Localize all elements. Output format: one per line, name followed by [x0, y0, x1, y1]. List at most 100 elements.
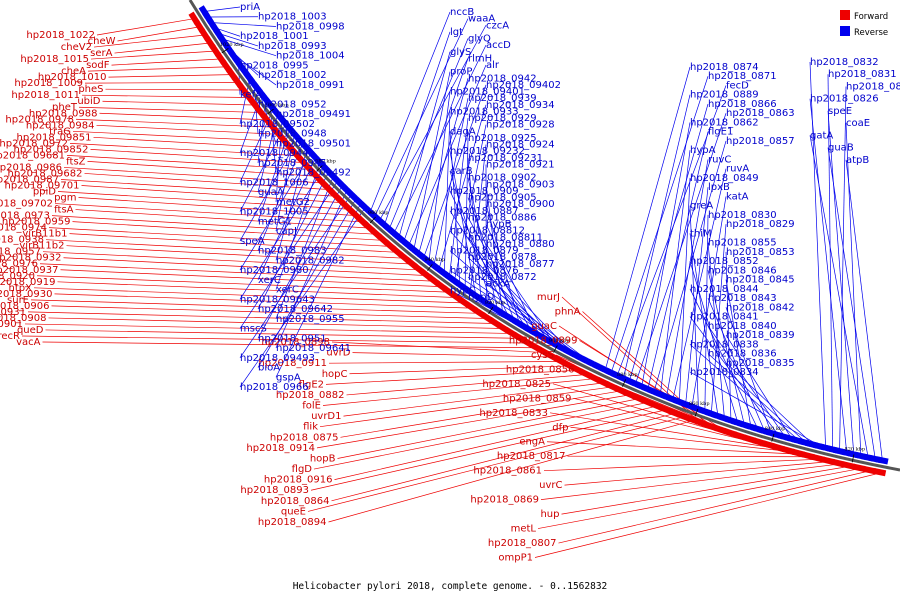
reverse-gene-label: hp2018_0845: [726, 275, 795, 286]
leader-line: [96, 18, 194, 36]
leader-line: [534, 472, 880, 558]
leader-line: [403, 58, 469, 241]
leader-line: [725, 307, 772, 433]
reverse-gene-label: hp2018_08811: [468, 232, 543, 243]
legend-reverse-label: Reverse: [854, 28, 888, 38]
kbp-tick-mark: [771, 433, 775, 442]
reverse-gene-label: hp2018_08812: [450, 226, 525, 237]
forward-gene-label: hp2018_0859: [503, 393, 572, 404]
leader-line: [707, 270, 745, 424]
kbp-tick-mark: [221, 48, 229, 54]
leader-line: [605, 66, 691, 370]
reverse-gene-label: capJ: [276, 226, 297, 237]
leader-line: [66, 245, 411, 265]
reverse-gene-label: hp2018_0829: [726, 219, 795, 230]
kbp-tick-label: 900 kbp: [549, 338, 570, 344]
reverse-gene-label: hypC: [450, 285, 476, 296]
leader-line: [114, 42, 210, 54]
reverse-gene-label: hypD: [468, 292, 495, 303]
leader-line: [24, 323, 511, 334]
reverse-gene-label: hp2018_1004: [276, 51, 345, 62]
forward-gene-label: sodF: [86, 60, 110, 71]
leader-line: [809, 135, 869, 457]
reverse-gene-label: hp2018_0902: [468, 173, 537, 184]
reverse-gene-label: nccB: [450, 7, 474, 18]
forward-gene-label: hp2018_0856: [506, 364, 575, 375]
forward-gene-label: dfp: [552, 422, 568, 433]
kbp-tick-label: 980 kbp: [315, 159, 336, 165]
leader-line: [660, 150, 691, 394]
forward-gene-label: hp2018_1011: [11, 90, 80, 101]
reverse-gene-label: hp2018_0874: [690, 62, 759, 73]
leader-line: [239, 206, 367, 388]
forward-gene-label: cheA: [61, 66, 86, 77]
leader-line: [84, 81, 237, 84]
reverse-gene-label: hp2018_0863: [726, 108, 795, 119]
reverse-gene-label: gspA: [276, 372, 301, 383]
leader-line: [707, 325, 785, 437]
leader-line: [234, 55, 277, 86]
reverse-gene-label: lpxB: [708, 182, 730, 193]
forward-gene-label: virB11b1: [22, 229, 67, 240]
leader-line: [549, 412, 779, 450]
forward-gene-feature: [742, 434, 757, 444]
kbp-tick-label: 1020 kbp: [220, 42, 244, 48]
leader-line: [428, 91, 451, 261]
forward-gene-feature: [811, 453, 825, 463]
reverse-gene-label: hp2018_0857: [726, 136, 795, 147]
reverse-gene-label: alr: [486, 60, 500, 71]
reverse-gene-label: hp2018_0900: [486, 199, 555, 210]
forward-gene-feature: [762, 440, 776, 450]
leader-line: [275, 147, 308, 261]
leader-line: [467, 256, 565, 349]
forward-gene-label: uvrD: [326, 348, 350, 359]
reverse-gene-label: fecD: [726, 80, 749, 91]
leader-line: [689, 371, 819, 446]
leader-line: [672, 168, 727, 399]
forward-gene-label: hp2018_0882: [276, 390, 345, 401]
leader-line: [346, 374, 586, 396]
forward-gene-label: hp2018_0919: [0, 277, 56, 288]
leader-line: [257, 184, 344, 339]
reverse-gene-label: hp2018_0983: [258, 246, 327, 257]
forward-gene-label: hp2018_09852: [14, 144, 89, 155]
reverse-gene-feature: [875, 456, 889, 465]
forward-gene-label: hp2018_0957: [0, 247, 41, 258]
forward-gene-feature: [852, 463, 866, 473]
forward-gene-label: hp2018_0976: [0, 259, 38, 270]
reverse-gene-label: hp2018_09643: [240, 294, 315, 305]
leader-line: [418, 78, 469, 253]
reverse-gene-label: hp2018_09642: [258, 304, 333, 315]
forward-gene-label: hp2018_1022: [26, 30, 95, 41]
leader-line: [564, 461, 829, 486]
leader-line: [707, 242, 725, 418]
reverse-gene-label: carB: [450, 166, 473, 177]
forward-gene-label: ppiD: [33, 187, 56, 198]
reverse-gene-label: ruvA: [726, 164, 749, 175]
leader-line: [641, 122, 691, 386]
leader-line: [845, 159, 883, 460]
leader-line: [374, 18, 469, 216]
legend-forward-swatch: [840, 10, 850, 20]
reverse-gene-label: hp2018_0889: [690, 90, 759, 101]
leader-line: [464, 137, 469, 288]
legend-reverse-swatch: [840, 26, 850, 36]
forward-gene-feature: [801, 451, 815, 461]
forward-gene-label: hp2018_0825: [482, 379, 551, 390]
reverse-gene-label: xerC: [276, 285, 299, 296]
forward-gene-label: ubiD: [77, 96, 100, 107]
reverse-gene-label: hp2018_09492: [276, 168, 351, 179]
leader-line: [433, 98, 469, 265]
forward-gene-label: pheT: [52, 102, 78, 113]
reverse-gene-label: hp2018_0853: [726, 247, 795, 258]
reverse-gene-label: hp2018_0991: [276, 80, 345, 91]
reverse-gene-label: hp2018_0951: [258, 333, 327, 344]
leader-line: [105, 88, 243, 91]
leader-line: [573, 397, 769, 447]
leader-line: [108, 74, 231, 78]
forward-gene-label: hp2018_0901: [0, 319, 23, 330]
forward-gene-label: hp2018_0920: [0, 271, 35, 282]
forward-gene-label: hp2018_0898: [261, 337, 330, 348]
kbp-tick-label: 920 kbp: [485, 300, 506, 306]
leader-line: [707, 353, 806, 442]
